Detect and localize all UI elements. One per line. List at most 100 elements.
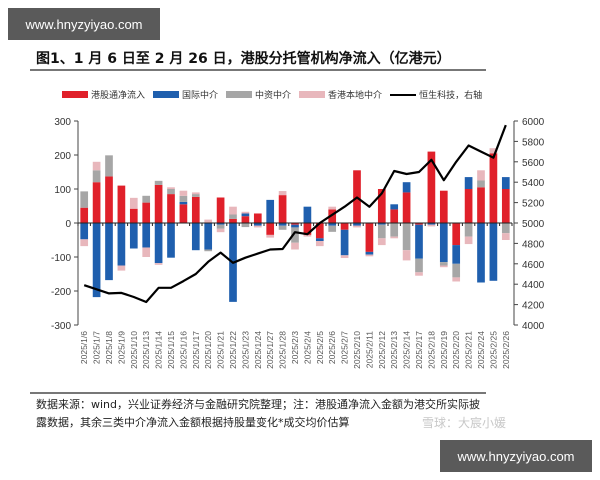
bar-segment	[353, 223, 361, 226]
bar-segment	[253, 223, 262, 226]
x-tick-label: 2025/1/15	[166, 331, 176, 369]
bar-segment	[80, 223, 89, 240]
left-tick-label: -200	[51, 287, 71, 298]
bar-segment	[191, 192, 200, 195]
chart-title: 图1、1 月 6 日至 2 月 26 日，港股分托管机构净流入（亿港元）	[36, 51, 451, 67]
bar-segment	[191, 223, 200, 251]
bar-segment	[278, 191, 287, 196]
bar-segment	[129, 208, 138, 223]
bar-segment	[303, 223, 312, 235]
right-tick-label: 5000	[522, 219, 545, 230]
bar-segment	[390, 209, 399, 223]
bar-segment	[501, 223, 510, 234]
legend-swatch	[226, 91, 253, 98]
bar-segment	[167, 194, 175, 223]
bar-segment	[142, 202, 151, 223]
bar-segment	[105, 155, 113, 177]
legend-item-international: 国际中介	[153, 88, 218, 101]
watermark-bottom: www.hnyzyiyao.com	[440, 440, 592, 472]
bar-segment	[489, 148, 498, 154]
bar-segment	[278, 223, 287, 226]
bar-segment	[377, 189, 386, 223]
bar-segment	[191, 196, 200, 223]
x-tick-label: 2025/2/3	[290, 331, 300, 364]
x-tick-label: 2025/1/16	[178, 331, 188, 369]
bar-segment	[340, 229, 349, 256]
bar-segment	[328, 223, 337, 226]
x-tick-label: 2025/2/14	[402, 331, 412, 369]
bar-segment	[105, 223, 113, 281]
bar-segment	[477, 187, 485, 223]
x-tick-label: 2025/2/17	[414, 331, 424, 369]
bar-segment	[204, 223, 213, 250]
bar-segment	[154, 180, 163, 185]
bar-segment	[340, 223, 349, 230]
bar-segment	[328, 206, 337, 210]
title-divider	[30, 69, 486, 71]
bar-segment	[154, 223, 163, 264]
x-tick-label: 2025/1/20	[203, 331, 213, 369]
bar-segment	[439, 262, 448, 266]
bar-segment	[377, 223, 386, 225]
bar-segment	[167, 187, 175, 189]
bar-segment	[291, 227, 299, 243]
bar-segment	[365, 223, 374, 252]
x-tick-label: 2025/1/8	[104, 331, 114, 364]
bar-segment	[142, 223, 151, 248]
bar-segment	[477, 223, 485, 283]
bar-segment	[92, 223, 101, 298]
bar-segment	[415, 224, 423, 259]
bar-segment	[167, 189, 175, 195]
legend-label: 香港本地中介	[328, 91, 383, 101]
bar-segment	[129, 223, 138, 249]
bar-segment	[340, 255, 349, 259]
bar-segment	[402, 250, 411, 261]
left-tick-label: 100	[54, 185, 71, 196]
bar-segment	[204, 219, 213, 223]
x-tick-label: 2025/2/6	[327, 331, 337, 364]
bar-segment	[402, 192, 411, 223]
footnote: 数据来源：wind，兴业证券经济与金融研究院整理；注：港股通净流入金额为港交所实…	[36, 396, 496, 432]
bar-segment	[253, 225, 262, 228]
x-tick-label: 2025/1/9	[116, 331, 126, 364]
bar-segment	[92, 170, 101, 183]
legend-item-hstech: 恒生科技，右轴	[390, 88, 482, 101]
bar-segment	[266, 199, 275, 223]
right-tick-label: 5800	[522, 137, 545, 148]
bar-segment	[439, 223, 448, 263]
bar-segment	[415, 272, 423, 276]
bar-segment	[142, 195, 151, 203]
left-tick-label: 300	[54, 117, 71, 128]
bar-segment	[464, 189, 473, 223]
right-tick-label: 4000	[522, 321, 545, 332]
bar-segment	[365, 251, 374, 255]
bar-segment	[328, 225, 337, 232]
bar-segment	[216, 228, 225, 233]
bar-segment	[278, 195, 287, 223]
bar-segment	[489, 153, 498, 223]
bar-segment	[117, 223, 126, 266]
bar-segment	[266, 223, 275, 235]
hstech-line	[83, 124, 507, 304]
bar-segment	[92, 182, 101, 223]
bar-segment	[427, 224, 436, 227]
bar-segment	[501, 189, 510, 223]
bar-segment	[390, 236, 399, 239]
x-tick-label: 2025/1/28	[278, 331, 288, 369]
bar-segment	[179, 190, 188, 196]
left-tick-label: 200	[54, 151, 71, 162]
x-tick-label: 2025/2/4	[302, 331, 312, 364]
bar-segment	[415, 223, 423, 225]
bar-segment	[464, 177, 473, 189]
bar-segment	[390, 204, 399, 210]
bar-segment	[179, 201, 188, 205]
x-tick-label: 2025/2/25	[488, 331, 498, 369]
bar-segment	[402, 182, 411, 193]
bar-segment	[439, 190, 448, 223]
right-tick-label: 4800	[522, 239, 545, 250]
legend-label: 中资中介	[255, 91, 292, 101]
bar-segment	[501, 233, 510, 240]
bar-segment	[315, 241, 324, 247]
x-tick-label: 2025/2/19	[439, 331, 449, 369]
